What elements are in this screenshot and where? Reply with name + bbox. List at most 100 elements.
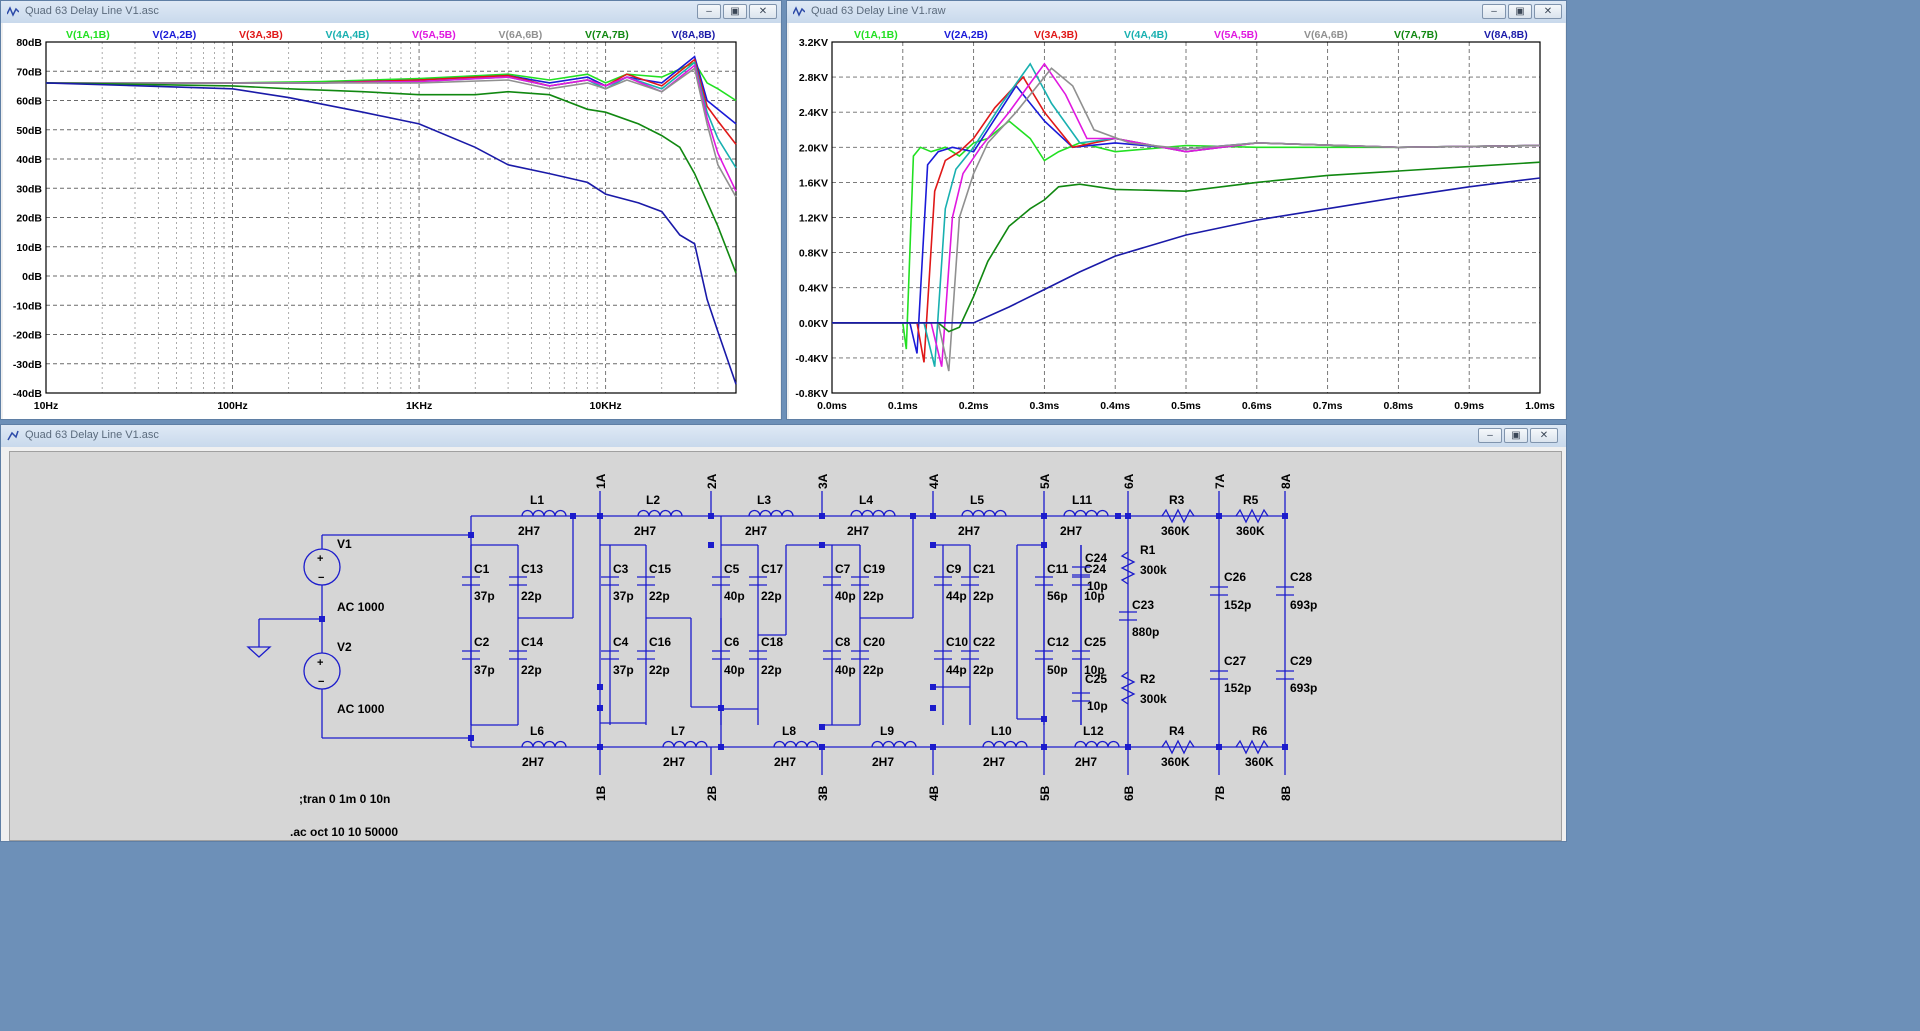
inductor-symbol xyxy=(961,509,1007,517)
component-label: 22p xyxy=(973,663,994,677)
junction-dot xyxy=(468,532,474,538)
x-tick-label: 0.2ms xyxy=(959,400,989,412)
component-label: C2 xyxy=(474,635,490,649)
component-label: 2H7 xyxy=(958,524,980,538)
component-label: C13 xyxy=(521,562,543,576)
component-label: 40p xyxy=(835,663,856,677)
component-label: 22p xyxy=(521,589,542,603)
trace-line xyxy=(832,67,1541,372)
tran-chart[interactable]: 3.2KV 2.8KV 2.4KV 2.0KV 1.6KV 1.2KV 0.8KV 0.4KV… xyxy=(787,23,1566,419)
legend-entry: V(8A,8B) xyxy=(1484,29,1528,41)
component-label: L1 xyxy=(530,493,544,507)
x-tick-label: 0.1ms xyxy=(888,400,918,412)
junction-dot xyxy=(1115,513,1121,519)
component-label: 22p xyxy=(863,589,884,603)
close-button[interactable]: ✕ xyxy=(1530,428,1558,443)
close-button[interactable]: ✕ xyxy=(749,4,777,19)
component-label: L6 xyxy=(530,724,544,738)
y-tick-label: -40dB xyxy=(13,388,43,400)
legend-entry: V(1A,1B) xyxy=(66,29,110,41)
legend-entry: V(2A,2B) xyxy=(153,29,197,41)
spice-directive: .ac oct 10 10 50000 xyxy=(290,825,398,839)
title-bar[interactable]: Quad 63 Delay Line V1.asc – ▣ ✕ xyxy=(1,1,781,23)
y-tick-label: 80dB xyxy=(16,37,42,49)
ground-icon xyxy=(246,646,272,658)
trace-line xyxy=(832,177,1541,324)
component-label: C28 xyxy=(1290,570,1312,584)
junction-dot xyxy=(819,542,825,548)
x-tick-label: 10Hz xyxy=(34,400,59,412)
legend-entry: V(6A,6B) xyxy=(499,29,543,41)
component-label: 2H7 xyxy=(774,755,796,769)
component-label: C17 xyxy=(761,562,783,576)
component-label: C21 xyxy=(973,562,995,576)
component-label: 40p xyxy=(835,589,856,603)
junction-dot xyxy=(1041,716,1047,722)
component-label: 693p xyxy=(1290,681,1317,695)
minimize-button[interactable]: – xyxy=(1482,4,1506,19)
x-tick-label: 100Hz xyxy=(217,400,247,412)
window-title: Quad 63 Delay Line V1.asc xyxy=(25,429,159,441)
trace-line xyxy=(46,61,737,102)
schematic-canvas[interactable]: + − + − V1 AC 1000 V2 AC 1000 L1 2H7 L2 2H7 L3 2H7 L4 2… xyxy=(1,425,1566,841)
maximize-button[interactable]: ▣ xyxy=(723,4,747,19)
close-button[interactable]: ✕ xyxy=(1534,4,1562,19)
component-label: C16 xyxy=(649,635,671,649)
x-tick-label: 0.3ms xyxy=(1030,400,1060,412)
y-tick-label: -20dB xyxy=(13,330,43,342)
maximize-button[interactable]: ▣ xyxy=(1504,428,1528,443)
y-tick-label: 20dB xyxy=(16,213,42,225)
minimize-button[interactable]: – xyxy=(697,4,721,19)
component-label: C18 xyxy=(761,635,783,649)
y-tick-label: 0.4KV xyxy=(799,283,828,295)
trace-line xyxy=(832,119,1541,350)
y-tick-label: 0.8KV xyxy=(799,248,828,260)
title-bar[interactable]: Quad 63 Delay Line V1.raw – ▣ ✕ xyxy=(787,1,1566,23)
title-bar[interactable]: Quad 63 Delay Line V1.asc – ▣ ✕ xyxy=(1,425,1566,447)
component-label: 2H7 xyxy=(634,524,656,538)
component-label: L11 xyxy=(1072,493,1092,507)
component-label: L10 xyxy=(991,724,1012,738)
component-label: C27 xyxy=(1224,654,1246,668)
component-label: − xyxy=(318,572,324,584)
trace-line xyxy=(832,62,1541,367)
resistor-symbol xyxy=(1235,508,1269,524)
plot-frame xyxy=(45,41,737,394)
y-tick-label: 0dB xyxy=(22,271,42,283)
maximize-icon: ▣ xyxy=(730,6,740,17)
minimize-icon: – xyxy=(706,6,712,17)
component-label: 2H7 xyxy=(847,524,869,538)
legend-entry: V(5A,5B) xyxy=(1214,29,1258,41)
trace-line xyxy=(46,55,737,125)
window-title: Quad 63 Delay Line V1.raw xyxy=(811,5,946,17)
minimize-button[interactable]: – xyxy=(1478,428,1502,443)
junction-dot xyxy=(597,684,603,690)
component-label: C8 xyxy=(835,635,851,649)
trace-line xyxy=(46,66,737,198)
ac-plot-window: Quad 63 Delay Line V1.asc – ▣ ✕ 80dB 70dB… xyxy=(0,0,782,420)
y-tick-label: -30dB xyxy=(13,359,43,371)
junction-dot xyxy=(468,735,474,741)
component-label: 360K xyxy=(1245,755,1274,769)
close-icon: ✕ xyxy=(1543,6,1553,17)
y-tick-label: 3.2KV xyxy=(799,37,828,49)
y-tick-label: 2.0KV xyxy=(799,142,828,154)
inductor-symbol xyxy=(1074,740,1120,748)
x-tick-label: 0.6ms xyxy=(1242,400,1272,412)
net-label: 5B xyxy=(1038,785,1052,801)
component-label: R6 xyxy=(1252,724,1268,738)
net-label: 5A xyxy=(1038,473,1052,489)
maximize-button[interactable]: ▣ xyxy=(1508,4,1532,19)
ac-chart[interactable]: 80dB 70dB 60dB 50dB 40dB 30dB 20dB 10dB 0dB -10dB… xyxy=(1,23,781,419)
y-tick-label: 30dB xyxy=(16,183,42,195)
junction-dot xyxy=(708,542,714,548)
component-label: R5 xyxy=(1243,493,1259,507)
component-label: 2H7 xyxy=(1060,524,1082,538)
waveform-icon xyxy=(7,6,19,17)
x-tick-label: 1.0ms xyxy=(1525,400,1555,412)
component-label: C11 xyxy=(1047,562,1069,576)
inductor-symbol xyxy=(773,740,819,748)
inductor-symbol xyxy=(850,509,896,517)
component-label: C4 xyxy=(613,635,629,649)
legend-entry: V(5A,5B) xyxy=(412,29,456,41)
